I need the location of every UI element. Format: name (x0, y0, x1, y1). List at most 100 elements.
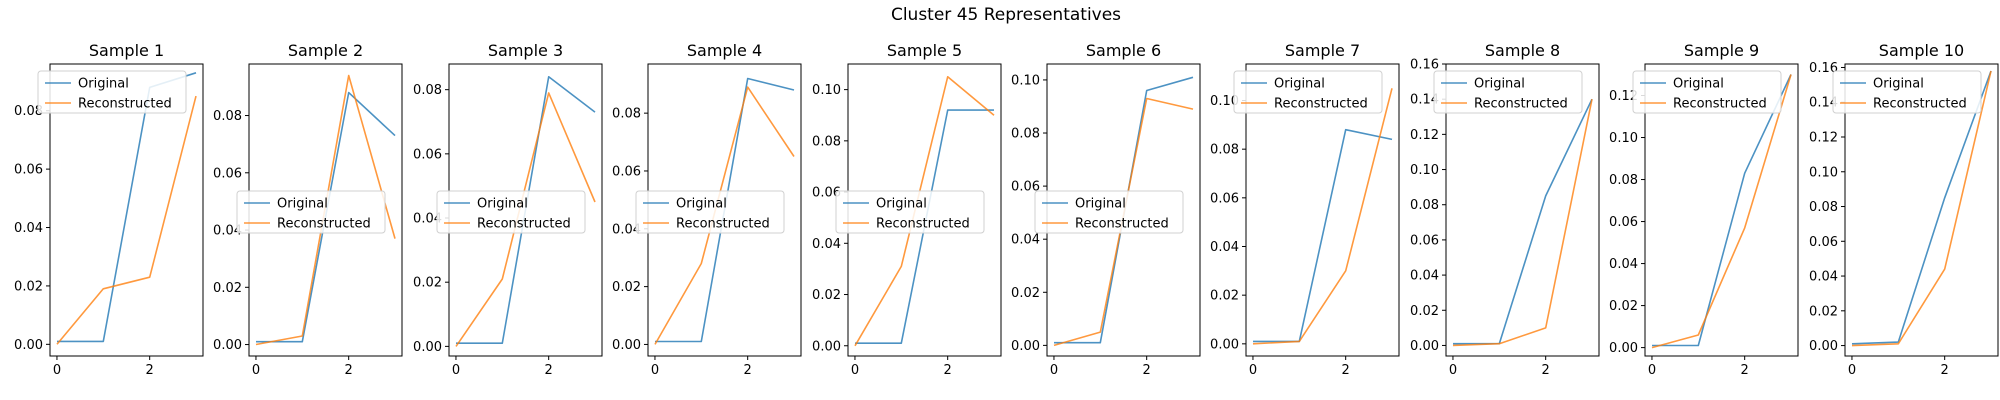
data-point-original (1053, 342, 1055, 344)
y-tick-label: 0.10 (1609, 131, 1638, 146)
legend-label-reconstructed: Reconstructed (676, 217, 770, 232)
x-tick-label: 0 (53, 363, 61, 378)
legend-box (1433, 70, 1583, 114)
x-tick-label: 0 (1648, 363, 1656, 378)
data-point-original (255, 341, 257, 343)
axes-frame (1245, 63, 1400, 357)
x-tick-label: 2 (1342, 363, 1350, 378)
x-tick-label: 2 (1941, 363, 1949, 378)
legend-label-reconstructed: Reconstructed (1673, 97, 1767, 112)
data-point-original (901, 342, 903, 344)
y-tick-label: 0.00 (1011, 339, 1040, 354)
subplot-title: Sample 9 (1684, 41, 1759, 60)
legend-box (635, 190, 785, 234)
data-point-original (1651, 345, 1653, 347)
y-tick-label: 0.06 (213, 166, 242, 181)
y-tick-label: 0.08 (1410, 198, 1439, 213)
y-tick-label: 0.04 (1809, 270, 1838, 285)
y-tick-label: 0.02 (812, 288, 841, 303)
y-tick-label: 0.10 (1011, 73, 1040, 88)
data-point-original (502, 342, 504, 344)
data-point-reconstructed (302, 335, 304, 337)
data-point-original (302, 341, 304, 343)
data-point-reconstructed (394, 238, 396, 240)
x-tick-label: 0 (1249, 363, 1257, 378)
data-point-original (594, 111, 596, 113)
x-tick-label: 2 (744, 363, 752, 378)
x-tick-label: 2 (545, 363, 553, 378)
legend: Original Reconstructed (436, 190, 586, 234)
data-point-reconstructed (1790, 74, 1792, 76)
y-tick-label: 0.06 (1210, 191, 1239, 206)
series-line-original (1253, 128, 1393, 343)
data-point-original (195, 72, 197, 74)
data-point-reconstructed (747, 86, 749, 88)
y-tick-label: 0.06 (14, 163, 43, 178)
y-tick-label: 0.06 (1011, 180, 1040, 195)
subplot-8: Sample 8 0.00 0.02 0.04 0.06 0.08 0.10 0.12 0.14… (1410, 41, 1600, 378)
x-tick-label: 2 (1143, 363, 1151, 378)
data-point-reconstructed (1944, 268, 1946, 270)
y-tick-label: 0.02 (1809, 304, 1838, 319)
data-point-original (1944, 197, 1946, 199)
y-tick-label: 0.04 (1210, 240, 1239, 255)
y-tick-label: 0.00 (213, 338, 242, 353)
data-point-reconstructed (1299, 341, 1301, 343)
data-point-original (1698, 345, 1700, 347)
legend: Original Reconstructed (1832, 70, 1982, 114)
legend-box (37, 70, 187, 114)
legend-label-reconstructed: Reconstructed (1474, 97, 1568, 112)
legend-label-reconstructed: Reconstructed (78, 97, 172, 112)
data-point-reconstructed (255, 344, 257, 346)
axes-frame (1844, 63, 1999, 357)
y-tick-label: 0.08 (1809, 200, 1838, 215)
y-tick-label: 0.16 (1410, 58, 1439, 73)
y-tick-label: 0.06 (1410, 233, 1439, 248)
data-point-reconstructed (1053, 345, 1055, 347)
y-tick-label: 0.02 (14, 279, 43, 294)
data-point-original (56, 341, 58, 343)
data-point-reconstructed (1698, 334, 1700, 336)
subplot-2: Sample 2 0.00 0.02 0.04 0.06 0.08 0 2 Original Re… (213, 41, 403, 378)
y-tick-label: 0.00 (612, 338, 641, 353)
data-point-original (1192, 76, 1194, 78)
y-tick-label: 0.16 (1809, 61, 1838, 76)
legend: Original Reconstructed (1034, 190, 1184, 234)
y-tick-label: 0.12 (1809, 131, 1838, 146)
data-point-reconstructed (348, 75, 350, 77)
data-point-reconstructed (594, 201, 596, 203)
y-tick-label: 0.08 (1609, 173, 1638, 188)
data-point-original (1744, 172, 1746, 174)
y-tick-label: 0.04 (612, 222, 641, 237)
data-point-reconstructed (455, 346, 457, 348)
x-tick-label: 0 (1848, 363, 1856, 378)
series-line-original (1453, 98, 1593, 345)
data-point-reconstructed (1990, 70, 1992, 72)
legend-label-reconstructed: Reconstructed (1075, 217, 1169, 232)
legend: Original Reconstructed (1632, 70, 1782, 114)
data-point-reconstructed (1545, 327, 1547, 329)
y-tick-label: 0.06 (812, 186, 841, 201)
y-tick-label: 0.00 (1410, 339, 1439, 354)
data-point-reconstructed (901, 266, 903, 268)
data-point-reconstructed (1452, 345, 1454, 347)
y-tick-label: 0.08 (812, 134, 841, 149)
legend-box (1233, 70, 1383, 114)
y-tick-label: 0.06 (1809, 235, 1838, 250)
y-tick-label: 0.02 (1011, 286, 1040, 301)
legend-label-reconstructed: Reconstructed (277, 217, 371, 232)
legend: Original Reconstructed (635, 190, 785, 234)
data-point-reconstructed (548, 92, 550, 94)
legend-label-original: Original (1274, 77, 1325, 92)
subplot-title: Sample 1 (89, 41, 164, 60)
data-point-reconstructed (1499, 343, 1501, 345)
y-tick-label: 0.04 (1609, 257, 1638, 272)
data-point-original (348, 92, 350, 94)
data-point-reconstructed (1591, 98, 1593, 100)
x-tick-label: 0 (851, 363, 859, 378)
legend-box (1632, 70, 1782, 114)
legend-label-original: Original (676, 197, 727, 212)
legend-label-reconstructed: Reconstructed (876, 217, 970, 232)
data-point-original (1452, 343, 1454, 345)
